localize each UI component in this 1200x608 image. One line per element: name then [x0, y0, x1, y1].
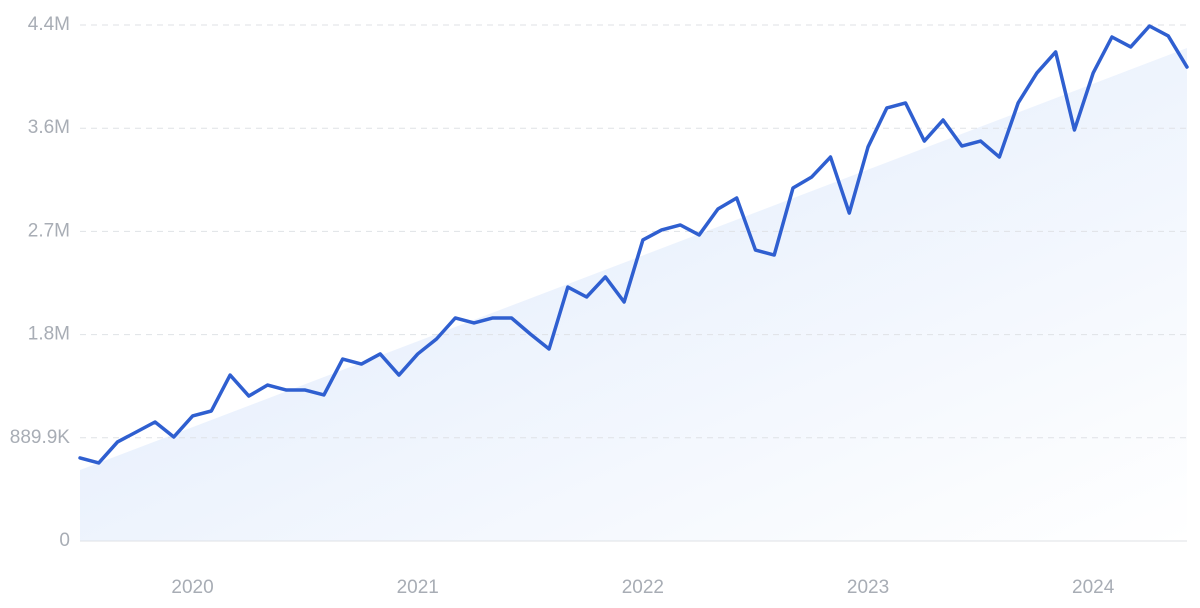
x-tick-label: 2020 [171, 577, 213, 598]
trend-area [80, 48, 1187, 542]
y-tick-label: 0 [59, 530, 70, 551]
y-tick-label: 4.4M [28, 14, 70, 35]
x-tick-label: 2023 [847, 577, 889, 598]
y-tick-label: 889.9K [10, 427, 71, 448]
x-tick-label: 2022 [622, 577, 664, 598]
y-tick-label: 1.8M [28, 324, 70, 345]
x-tick-label: 2021 [397, 577, 439, 598]
line [78, 24, 1189, 465]
x-tick-label: 2024 [1072, 577, 1115, 598]
y-tick-label: 2.7M [28, 220, 70, 241]
y-tick-label: 3.6M [28, 117, 70, 138]
